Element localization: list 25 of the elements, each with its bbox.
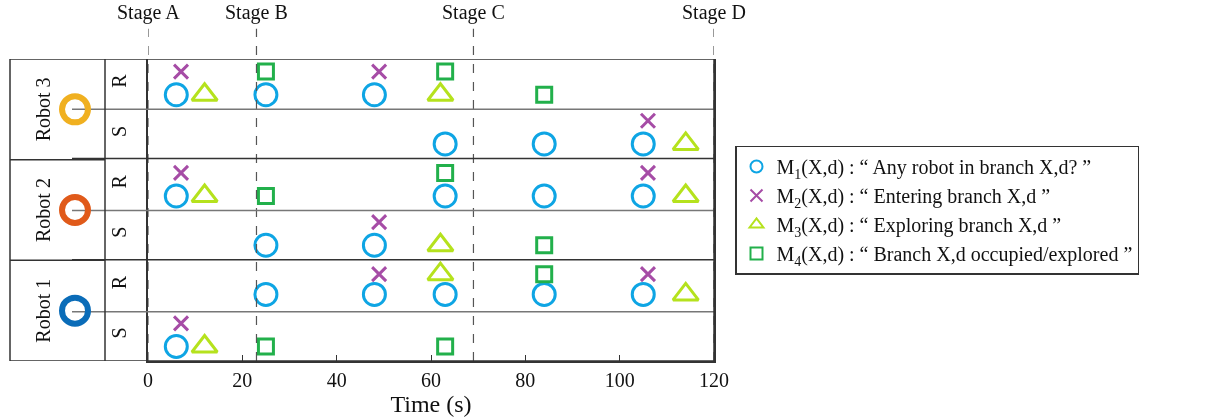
category-label: R (108, 275, 131, 290)
category-label: S (108, 125, 131, 138)
category-label: R (108, 175, 131, 189)
text: Robot 2 (32, 178, 54, 242)
x-tick-label: 120 (699, 368, 729, 391)
text: Robot 3 (31, 77, 54, 142)
ref-line-label: Stage A (117, 1, 181, 24)
legend-label: M$_{3}$(X,d) : “ Exploring branch X,d ” (776, 214, 1062, 240)
x-tick-label: 80 (515, 368, 536, 391)
category-label: S (108, 327, 131, 339)
legend-label: M$_{2}$(X,d) : “ Entering branch X,d ” (776, 185, 1051, 211)
x-tick-label: 0 (143, 368, 153, 391)
ref-line-label: Stage C (442, 1, 505, 24)
x-tick-label: 20 (232, 368, 253, 391)
category-label: R (108, 74, 131, 88)
x-tick-label: 60 (421, 368, 441, 391)
ref-line-label: Stage D (682, 1, 746, 24)
x-axis-title: Time (s) (390, 390, 472, 417)
legend-label: M$_{1}$(X,d) : “ Any robot in branch X,d? ” (776, 156, 1092, 182)
x-tick-label: 100 (604, 368, 635, 391)
x-tick-label: 40 (326, 368, 347, 391)
text: Robot 1 (32, 278, 55, 343)
category-label: S (108, 226, 131, 238)
ref-line-label: Stage B (225, 1, 288, 24)
legend-label: M$_{4}$(X,d) : “ Branch X,d occupied/explored ” (776, 243, 1133, 269)
